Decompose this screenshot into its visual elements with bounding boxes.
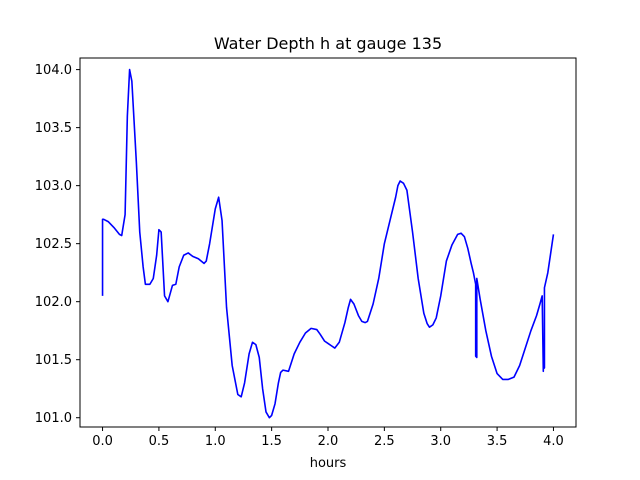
y-tick-label: 102.0 [35,295,72,310]
x-tick-label: 1.5 [261,434,282,449]
x-tick-label: 0.0 [92,434,113,449]
x-tick-label: 2.5 [374,434,395,449]
x-tick-label: 1.0 [205,434,226,449]
x-axis-label: hours [310,456,347,471]
y-axis: 101.0 101.5 102.0 102.5 103.0 103.5 104.0 [35,63,80,426]
x-tick-label: 0.5 [149,434,170,449]
axes-frame [79,57,577,428]
plot-area [101,68,555,419]
y-tick-label: 102.5 [35,237,72,252]
y-tick-label: 101.0 [35,411,72,426]
x-tick-label: 3.0 [430,434,451,449]
y-tick-label: 103.0 [35,179,72,194]
y-tick-label: 104.0 [35,63,72,78]
chart-title: Water Depth h at gauge 135 [214,34,442,53]
y-tick-label: 101.5 [35,353,72,368]
x-tick-label: 3.5 [487,434,508,449]
x-axis: 0.0 0.5 1.0 1.5 2.0 2.5 3.0 3.5 4.0 [92,427,564,449]
x-tick-label: 2.0 [318,434,339,449]
y-tick-label: 103.5 [35,121,72,136]
x-tick-label: 4.0 [543,434,564,449]
series-line [101,68,555,419]
